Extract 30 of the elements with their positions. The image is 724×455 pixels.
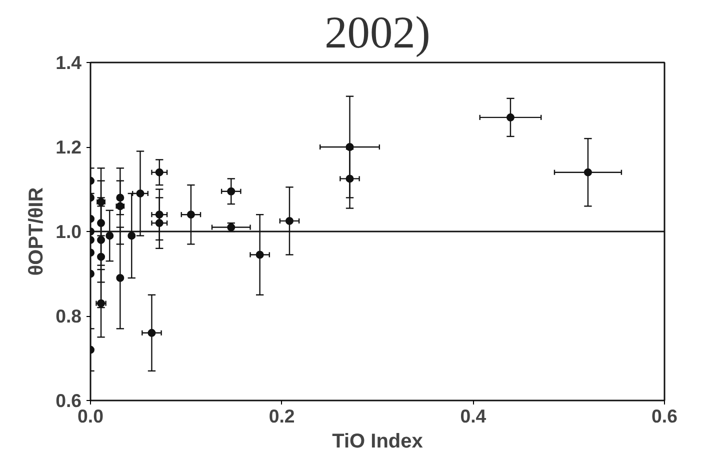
x-tick-label: 0.2 [268, 406, 295, 426]
point [256, 250, 264, 259]
point [116, 194, 124, 202]
point [97, 236, 106, 244]
point [285, 216, 294, 225]
point [346, 143, 354, 151]
point [106, 232, 114, 240]
y-tick-label: 0.8 [56, 306, 82, 326]
point [155, 219, 164, 228]
point [148, 328, 156, 337]
y-tick-label: 1.2 [56, 136, 82, 158]
y-tick-label: 1.4 [56, 52, 82, 73]
point [97, 252, 106, 261]
point [128, 232, 136, 240]
x-tick-label: 0.4 [460, 406, 487, 426]
y-tick-label: 1.0 [56, 221, 82, 242]
chart-title: 2002) [324, 8, 430, 58]
x-tick-label: 0.6 [652, 406, 678, 426]
point [186, 210, 195, 219]
point [155, 168, 164, 176]
x-axis-title: TiO Index [332, 430, 423, 452]
point [116, 274, 124, 282]
point [227, 187, 236, 196]
y-axis-title: θOPT/θIR [26, 186, 48, 276]
point [136, 189, 144, 198]
point [155, 210, 164, 219]
point [584, 168, 592, 176]
point [346, 174, 354, 183]
point [97, 219, 106, 228]
point [506, 113, 514, 122]
